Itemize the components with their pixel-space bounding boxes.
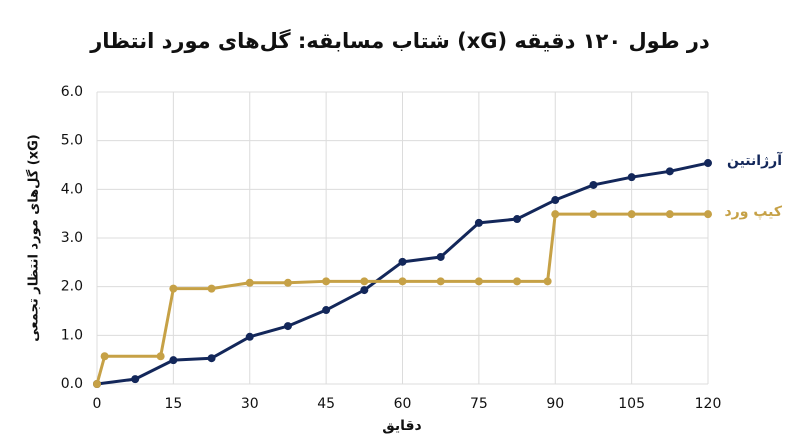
- x-tick-label: 120: [695, 396, 722, 412]
- point: [513, 277, 522, 286]
- legend-label: آرژانتین: [727, 151, 783, 169]
- point: [398, 257, 407, 266]
- x-tick-label: 90: [546, 396, 564, 412]
- point: [513, 215, 522, 224]
- point: [283, 278, 292, 287]
- point: [322, 306, 331, 315]
- point: [627, 173, 636, 182]
- point: [704, 210, 712, 219]
- point: [156, 352, 165, 361]
- point: [665, 167, 674, 176]
- point: [398, 277, 407, 286]
- y-tick-label: 0.0: [61, 376, 83, 392]
- point: [131, 375, 140, 384]
- x-tick-label: 75: [470, 396, 488, 412]
- point: [360, 286, 369, 295]
- y-tick-label: 5.0: [61, 133, 83, 149]
- point: [436, 277, 445, 286]
- x-tick-label: 0: [93, 396, 102, 412]
- point: [207, 354, 216, 363]
- point: [100, 352, 109, 361]
- legend-label: کیپ ورد: [725, 204, 783, 220]
- point: [704, 159, 712, 168]
- point: [169, 356, 178, 365]
- point: [93, 380, 101, 388]
- point: [543, 277, 552, 286]
- x-tick-label: 45: [317, 396, 335, 412]
- y-tick-label: 6.0: [61, 84, 83, 100]
- point: [207, 284, 216, 293]
- point: [474, 218, 483, 227]
- y-tick-label: 4.0: [61, 181, 83, 197]
- y-axis-label: گل‌های مورد انتظار تجمعی (xG): [26, 134, 42, 342]
- y-tick-label: 1.0: [61, 327, 83, 343]
- x-tick-label: 15: [164, 396, 182, 412]
- point: [169, 284, 178, 293]
- point: [245, 278, 254, 287]
- point: [551, 210, 560, 219]
- point: [627, 210, 636, 219]
- point: [360, 277, 369, 286]
- chart-title: شتاب مسابقه: گل‌های مورد انتظار (xG) در …: [89, 28, 710, 53]
- point: [589, 210, 598, 219]
- point: [283, 322, 292, 331]
- point: [551, 196, 560, 205]
- point: [322, 277, 331, 286]
- point: [474, 277, 483, 286]
- point: [245, 332, 254, 341]
- point: [665, 210, 674, 219]
- point: [589, 180, 598, 189]
- x-axis-label: دقایق: [382, 418, 421, 434]
- x-tick-label: 30: [241, 396, 259, 412]
- y-tick-label: 2.0: [61, 279, 83, 295]
- y-tick-label: 3.0: [61, 230, 83, 246]
- x-tick-label: 105: [618, 396, 645, 412]
- point: [436, 252, 445, 261]
- x-tick-label: 60: [394, 396, 412, 412]
